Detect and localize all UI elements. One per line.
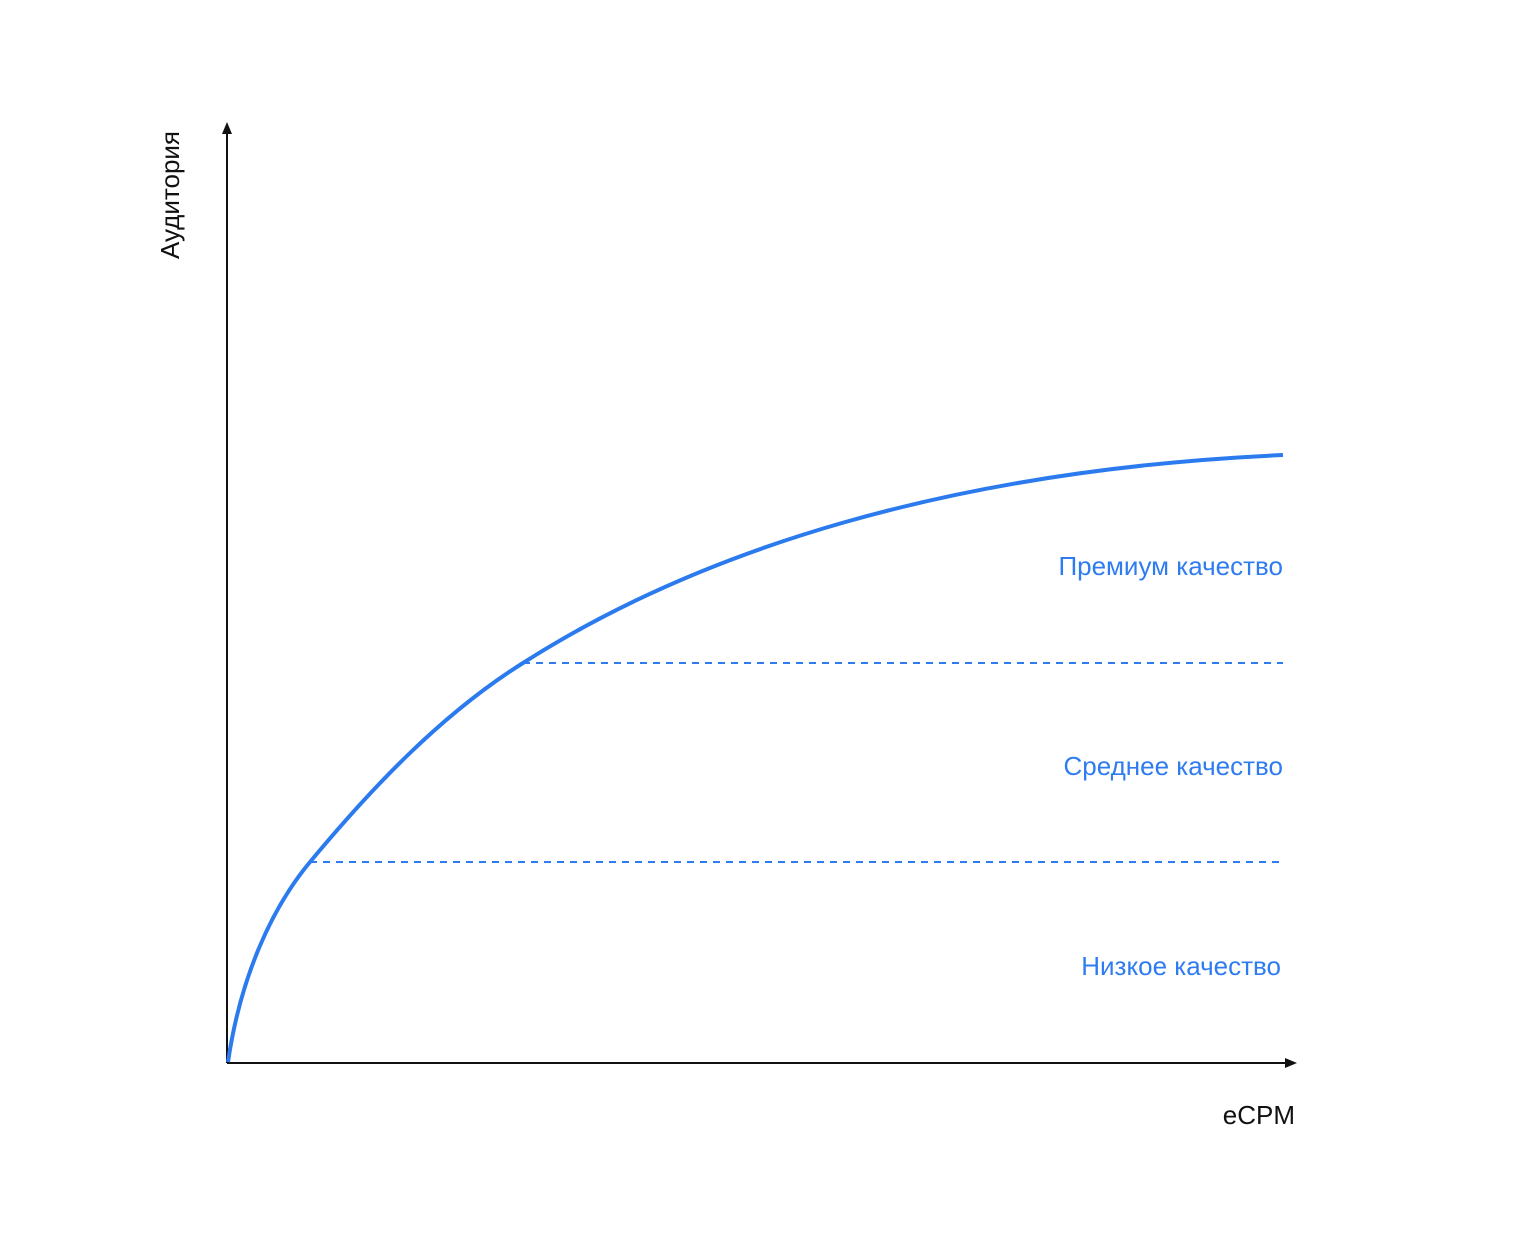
curve: [226, 453, 1284, 1063]
zone-label: Среднее качество: [1063, 751, 1283, 781]
zone-label: Премиум качество: [1058, 551, 1283, 581]
y-axis-arrow: [222, 122, 232, 134]
zone-label: Низкое качество: [1081, 951, 1281, 981]
x-axis-label: eCPM: [1223, 1100, 1295, 1130]
y-axis-label: Аудитория: [155, 131, 185, 259]
x-axis-arrow: [1285, 1058, 1297, 1068]
